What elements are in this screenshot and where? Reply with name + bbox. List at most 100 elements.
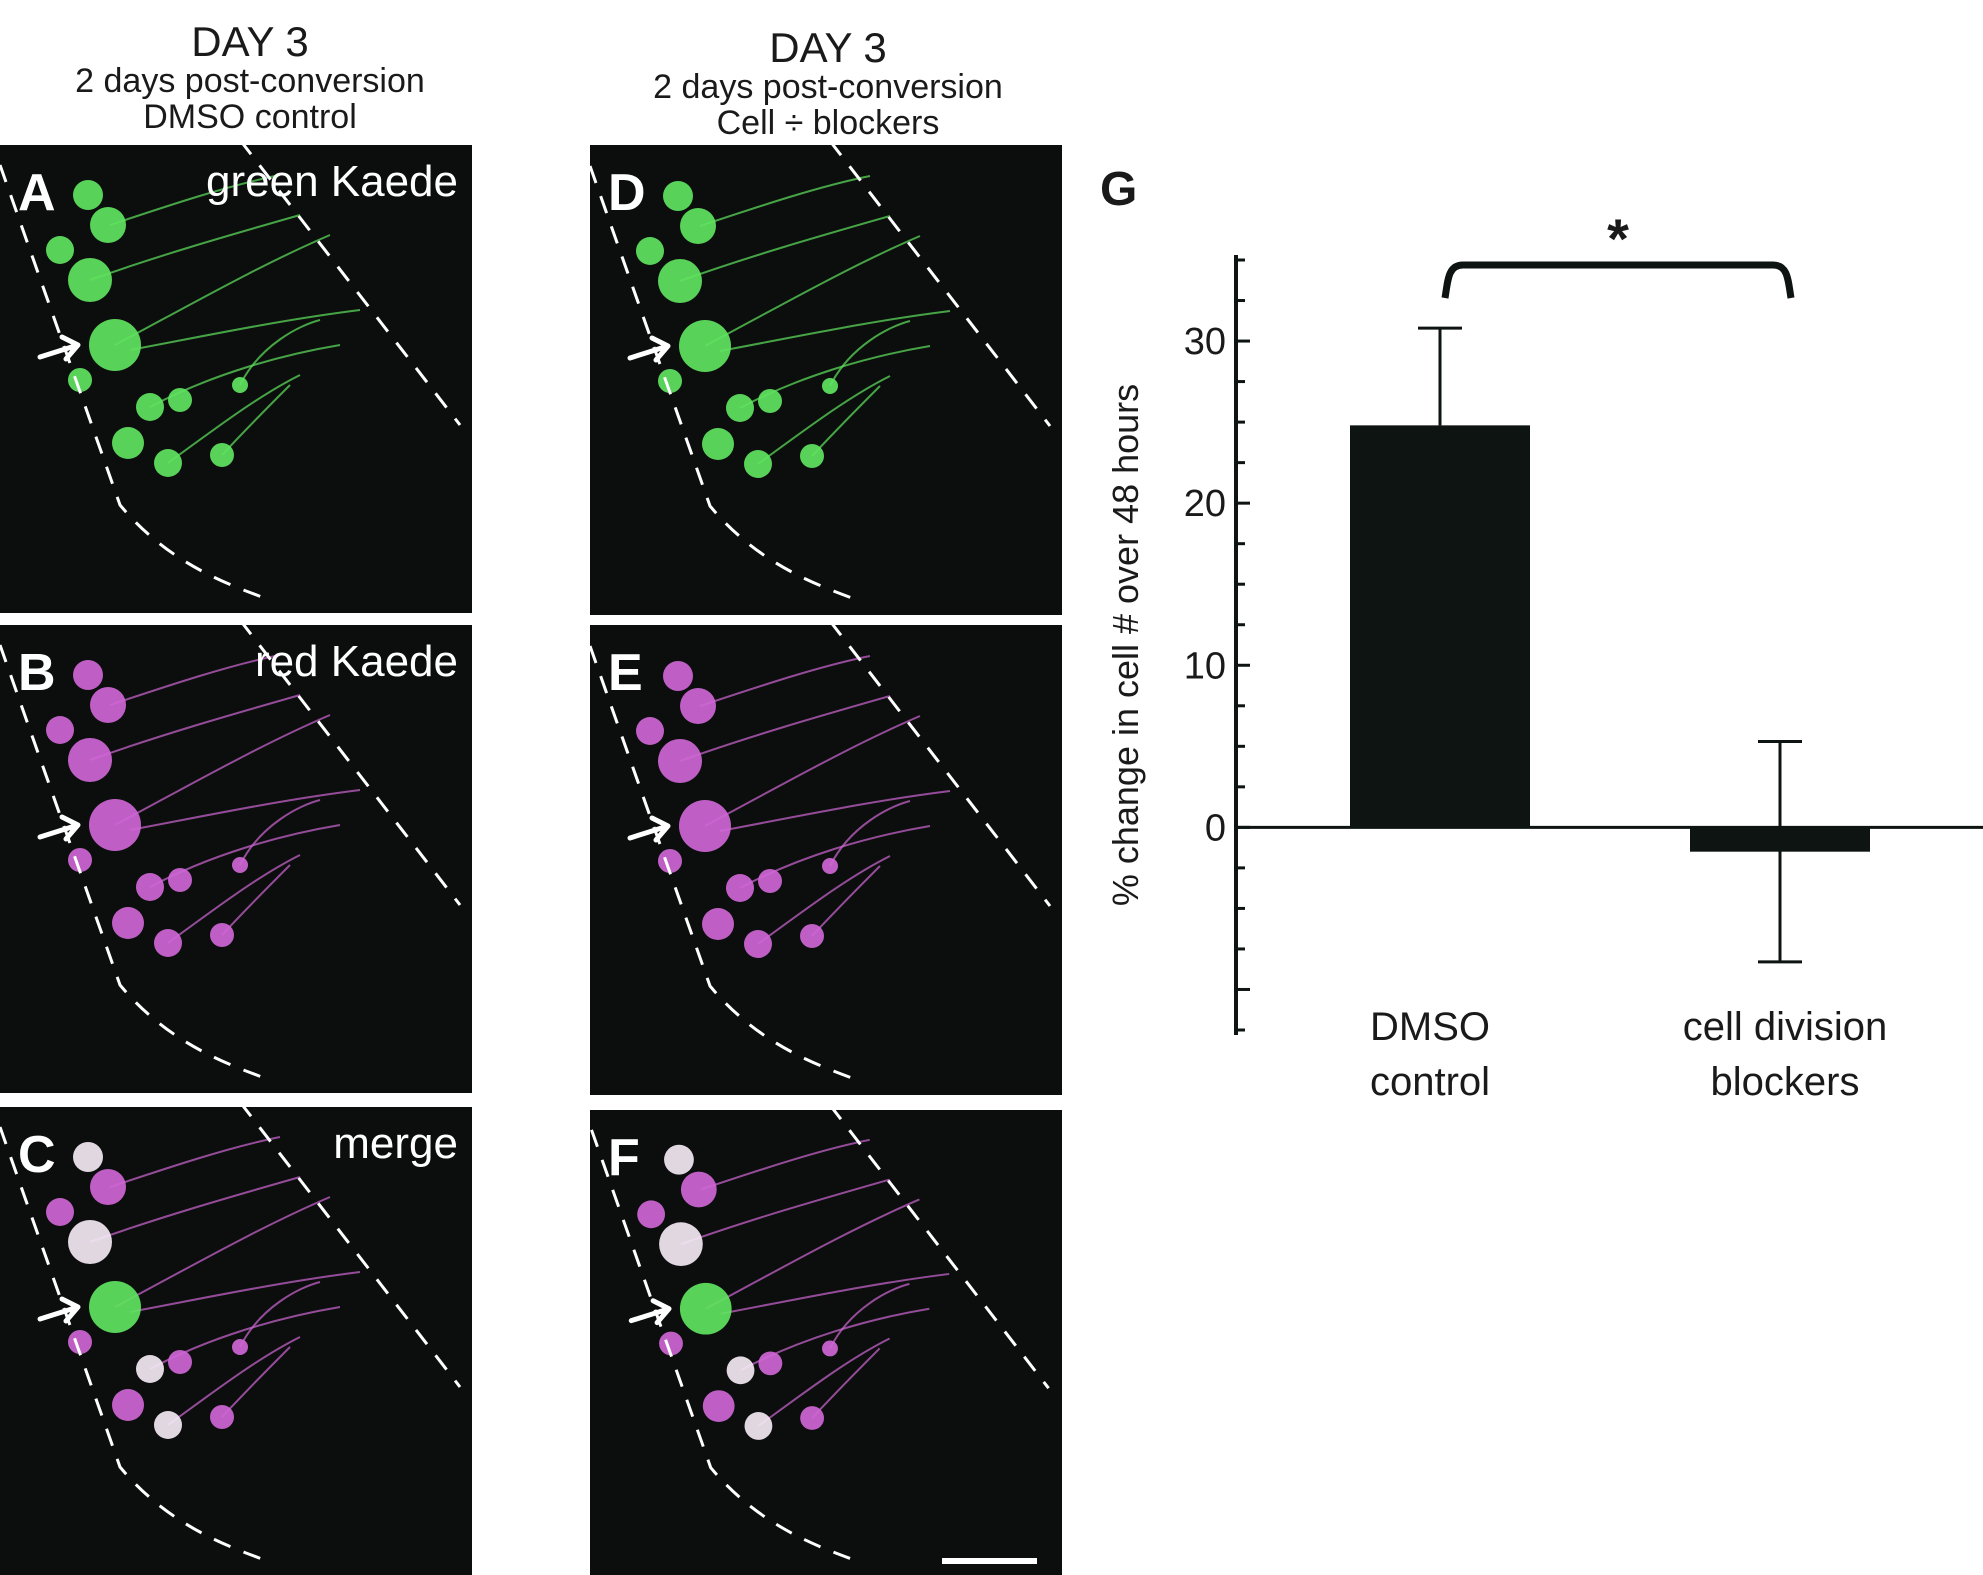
cell-body — [822, 858, 838, 874]
cell-body — [68, 258, 112, 302]
cell-body — [744, 930, 772, 958]
cell-body — [112, 1389, 144, 1421]
x-category-label: DMSO — [1370, 1005, 1490, 1049]
cell-body — [89, 1281, 141, 1333]
neurite — [89, 214, 301, 281]
cell-body — [90, 1169, 126, 1205]
cell-body — [658, 369, 682, 393]
neurite — [757, 375, 891, 465]
cell-body — [702, 1390, 735, 1422]
cell-body — [232, 857, 248, 873]
cell-body — [758, 869, 782, 893]
neurite — [129, 789, 361, 831]
neurite — [167, 374, 301, 464]
neurite — [829, 800, 911, 867]
micrograph-image — [590, 1110, 1050, 1564]
micrograph-panel-e: E — [590, 625, 1062, 1095]
micrograph-panel-b: B red Kaede — [0, 625, 472, 1093]
neurite — [89, 1176, 301, 1243]
neurite — [109, 1136, 281, 1188]
micrograph-panel-a: A green Kaede — [0, 145, 472, 613]
neurite — [705, 1198, 920, 1310]
cell-body — [68, 1220, 112, 1264]
neurite — [757, 855, 891, 945]
cell-body — [168, 868, 192, 892]
arrow-icon — [627, 335, 671, 363]
neurite — [239, 1281, 321, 1348]
panel-letter: F — [608, 1129, 640, 1187]
cell-body — [659, 1331, 683, 1356]
bar-chart-g: G 0 10 20 30 % change in cell # over 48 hours… — [1100, 163, 1983, 1104]
neurite — [239, 319, 321, 386]
cell-body — [68, 848, 92, 872]
cell-body — [663, 181, 693, 211]
cell-body — [822, 1340, 838, 1357]
neurite — [221, 384, 291, 456]
cell-body — [68, 368, 92, 392]
neurite — [719, 310, 951, 352]
boundary-line — [590, 145, 1052, 603]
cell-body — [232, 377, 248, 393]
cell-body — [46, 716, 74, 744]
panel-letter: B — [18, 644, 56, 702]
cell-body — [154, 929, 182, 957]
neurite — [680, 1178, 890, 1246]
panel-letter: C — [18, 1126, 56, 1184]
y-tick-label: 20 — [1184, 483, 1226, 525]
y-tick-label: 0 — [1205, 807, 1226, 849]
cell-body — [90, 687, 126, 723]
cell-body — [89, 799, 141, 851]
significance-bracket — [1441, 261, 1795, 299]
neurite — [811, 385, 881, 457]
cell-body — [800, 444, 824, 468]
column-timepoint-label: 2 days post-conversion — [75, 62, 425, 101]
cell-body — [154, 449, 182, 477]
cell-body — [658, 849, 682, 873]
cell-body — [73, 1142, 103, 1172]
neurite — [704, 235, 921, 347]
boundary-line — [0, 1107, 462, 1564]
cell-body — [658, 739, 702, 783]
cell-body — [663, 661, 693, 691]
cell-body — [726, 874, 754, 902]
neurite — [720, 1272, 950, 1315]
arrow-icon — [37, 334, 81, 362]
neurite — [811, 1347, 881, 1419]
cell-body — [210, 1405, 234, 1429]
y-axis-label: % change in cell # over 48 hours — [1105, 384, 1146, 906]
bar — [1350, 425, 1530, 828]
neurite — [129, 309, 361, 351]
cell-body — [726, 1356, 755, 1385]
arrow-icon — [628, 1298, 672, 1326]
column-condition-label: Cell ÷ blockers — [716, 103, 940, 142]
micrograph-image — [590, 145, 1052, 603]
micrograph-panel-d: D — [590, 145, 1062, 615]
cell-body — [73, 660, 103, 690]
neurite — [89, 694, 301, 761]
cell-body — [90, 207, 126, 243]
cell-body — [680, 688, 716, 724]
cell-body — [168, 1350, 192, 1374]
cell-body — [679, 1282, 732, 1335]
cell-body — [636, 717, 664, 745]
cell-body — [680, 1171, 717, 1208]
y-tick-label: 10 — [1184, 645, 1226, 687]
cell-body — [679, 320, 731, 372]
panel-letter: E — [608, 644, 643, 702]
cell-body — [758, 389, 782, 413]
arrow-icon — [627, 815, 671, 843]
panel-letter: G — [1100, 163, 1137, 216]
cell-body — [210, 443, 234, 467]
boundary-line — [0, 625, 462, 1082]
cell-body — [636, 237, 664, 265]
boundary-line — [590, 1110, 1050, 1564]
neurite — [167, 854, 301, 944]
neurite — [700, 1138, 870, 1191]
neurite — [829, 1282, 910, 1349]
cell-body — [232, 1339, 248, 1355]
cell-body — [680, 208, 716, 244]
neurite — [704, 715, 921, 827]
x-category-label: blockers — [1711, 1060, 1860, 1104]
neurite — [757, 1337, 891, 1427]
scale-bar — [942, 1558, 1037, 1564]
